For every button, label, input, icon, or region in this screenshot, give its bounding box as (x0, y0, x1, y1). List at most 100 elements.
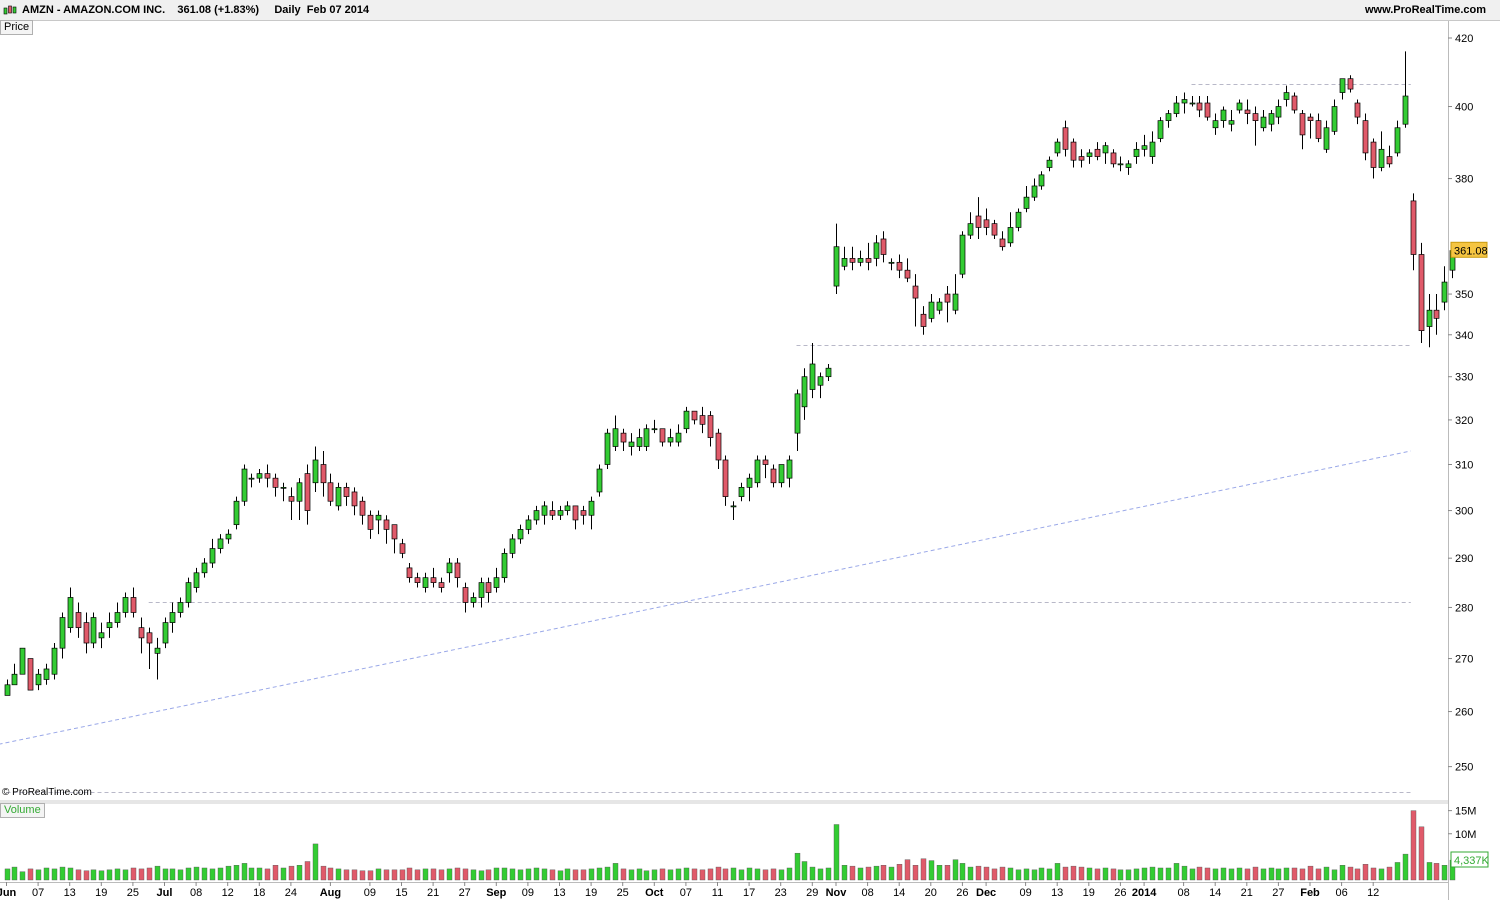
volume-bar (414, 869, 421, 881)
candle (193, 567, 200, 593)
volume-bar (667, 869, 674, 881)
candle-body (636, 437, 643, 447)
candle (1125, 160, 1132, 175)
candle-body (1441, 281, 1448, 303)
candle-body (572, 505, 579, 521)
candle-body (991, 223, 998, 236)
volume-bar (975, 865, 982, 881)
candle-body (620, 432, 627, 443)
volume-bar (83, 870, 90, 881)
time-tick-label: 21 (427, 887, 439, 899)
volume-bar (217, 867, 224, 881)
candle-body (454, 562, 461, 579)
volume-bar (1228, 868, 1235, 881)
candle-body (438, 582, 445, 588)
time-tick-label: Oct (645, 887, 664, 899)
price-panel-label[interactable]: Price (0, 20, 34, 35)
candle (1189, 96, 1196, 107)
candle-body (1433, 309, 1440, 319)
candle (959, 231, 966, 279)
candle (936, 298, 943, 315)
volume-bar (248, 867, 255, 881)
volume-bar (873, 865, 880, 881)
volume-bar (541, 868, 548, 881)
volume-bar (335, 868, 342, 881)
candle-body (272, 477, 279, 488)
candle-body (296, 482, 303, 502)
candle (296, 478, 303, 520)
price-tick-label: 320 (1455, 415, 1473, 427)
candle (1102, 142, 1109, 164)
candle-body (1394, 127, 1401, 154)
price-tick-label: 400 (1455, 102, 1473, 114)
candle-body (1331, 106, 1338, 132)
candle-body (256, 473, 263, 479)
candle-body (1252, 113, 1259, 121)
candle-body (896, 261, 903, 271)
candle (786, 455, 793, 488)
candle (1410, 193, 1417, 271)
candle (944, 286, 951, 323)
time-tick-label: 2014 (1132, 887, 1157, 899)
candle (399, 538, 406, 559)
candle-body (1260, 116, 1267, 129)
candle (1244, 99, 1251, 125)
volume-bar (849, 865, 856, 881)
candle (1354, 99, 1361, 125)
candle (1331, 99, 1338, 135)
volume-bar (1141, 867, 1148, 881)
time-tick-label: 20 (925, 887, 937, 899)
candle-body (557, 510, 564, 516)
volume-bar (501, 867, 508, 881)
volume-bar (138, 868, 145, 881)
candle-body (106, 622, 113, 629)
candle (604, 428, 611, 470)
volume-bar (19, 871, 26, 881)
volume-bar (75, 869, 82, 881)
candle (896, 254, 903, 279)
volume-bar (169, 868, 176, 881)
candle-body (967, 223, 974, 236)
candle (1402, 51, 1409, 128)
volume-bar (1149, 866, 1156, 881)
candle-body (51, 647, 58, 675)
volume-bar (880, 865, 887, 881)
candle (699, 406, 706, 434)
candle (1023, 185, 1030, 213)
candle-body (122, 597, 129, 613)
volume-bar (1347, 866, 1354, 881)
volume-bar (1402, 853, 1409, 881)
candle-body (19, 647, 26, 675)
candle-body (1031, 185, 1038, 198)
volume-panel-label[interactable]: Volume (0, 803, 45, 818)
candle-body (1323, 127, 1330, 150)
last-volume-marker: 4,337K (1450, 851, 1490, 868)
volume-bar (1268, 867, 1275, 881)
candle-body (1196, 102, 1203, 111)
site-url[interactable]: www.ProRealTime.com (1364, 4, 1486, 16)
candle (1110, 149, 1117, 168)
panel-separator[interactable] (0, 800, 1448, 804)
price-tick-label: 300 (1455, 506, 1473, 518)
last-volume-label: 4,337K (1454, 855, 1490, 867)
candle (138, 617, 145, 654)
candle-body (786, 459, 793, 479)
volume-bar (375, 868, 382, 881)
candle (738, 482, 745, 502)
candle-body (1402, 95, 1409, 125)
candle (541, 501, 548, 525)
candle (754, 455, 761, 488)
volume-bar (1362, 864, 1369, 881)
candle (114, 602, 121, 628)
volume-bar (312, 843, 319, 881)
candle-body (659, 428, 666, 443)
volume-bar (27, 868, 34, 881)
candle (651, 419, 658, 434)
candle-body (288, 496, 295, 502)
volume-bars (4, 810, 1456, 881)
chart-header: AMZN - AMAZON.COM INC. 361.08 (+1.83%) D… (0, 0, 1500, 21)
time-tick-label: 07 (680, 887, 692, 899)
candle-body (1086, 152, 1093, 157)
candle-body (1007, 227, 1014, 244)
candle (122, 592, 129, 618)
